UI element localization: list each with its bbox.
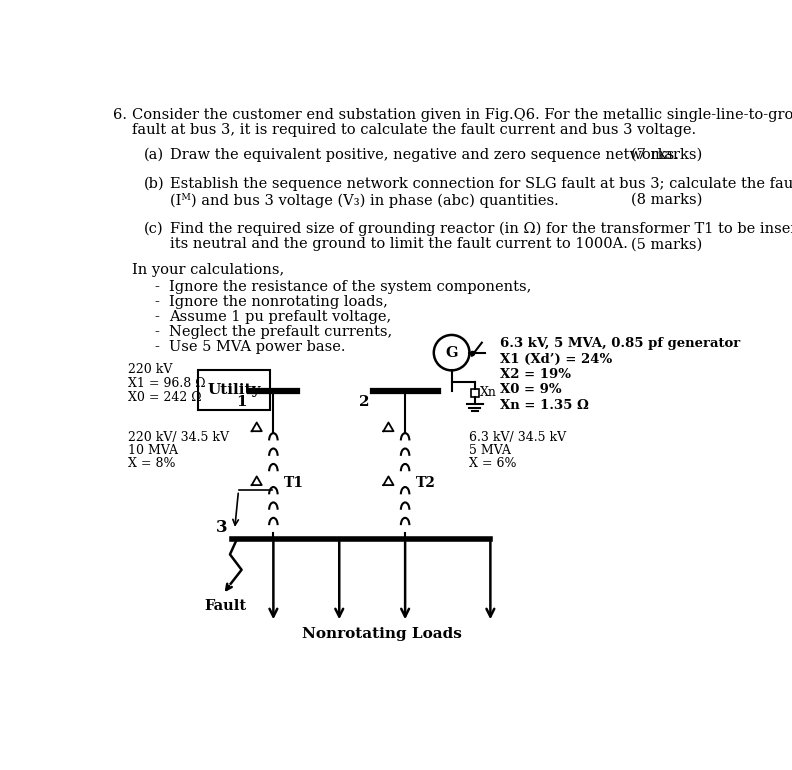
Text: Nonrotating Loads: Nonrotating Loads: [302, 627, 462, 641]
Text: Ignore the resistance of the system components,: Ignore the resistance of the system comp…: [169, 280, 531, 294]
Text: Draw the equivalent positive, negative and zero sequence networks.: Draw the equivalent positive, negative a…: [170, 148, 680, 162]
Text: 10 MVA: 10 MVA: [128, 444, 178, 457]
Text: Ignore the nonrotating loads,: Ignore the nonrotating loads,: [169, 296, 387, 310]
Text: G: G: [445, 346, 458, 360]
Text: (Iᴹ) and bus 3 voltage (V₃) in phase (abc) quantities.: (Iᴹ) and bus 3 voltage (V₃) in phase (ab…: [170, 192, 559, 207]
Text: 3: 3: [216, 519, 227, 536]
Text: X0 = 9%: X0 = 9%: [501, 383, 562, 397]
Text: -: -: [154, 280, 160, 294]
Text: X = 8%: X = 8%: [128, 457, 176, 470]
Text: fault at bus 3, it is required to calculate the fault current and bus 3 voltage.: fault at bus 3, it is required to calcul…: [131, 123, 695, 137]
Text: (5 marks): (5 marks): [630, 237, 702, 251]
Text: -: -: [154, 326, 160, 340]
Text: Neglect the prefault currents,: Neglect the prefault currents,: [169, 326, 392, 340]
Text: 6.3 kV, 5 MVA, 0.85 pf generator: 6.3 kV, 5 MVA, 0.85 pf generator: [501, 337, 741, 350]
Text: (b): (b): [144, 177, 165, 191]
Text: (c): (c): [144, 222, 164, 236]
Text: Establish the sequence network connection for SLG fault at bus 3; calculate the : Establish the sequence network connectio…: [170, 177, 792, 191]
Text: X2 = 19%: X2 = 19%: [501, 368, 572, 381]
Text: -: -: [154, 310, 160, 324]
Text: 220 kV: 220 kV: [128, 363, 173, 376]
Text: (a): (a): [144, 148, 164, 162]
Text: 6.: 6.: [113, 108, 127, 122]
Text: Consider the customer end substation given in Fig.Q6. For the metallic single-li: Consider the customer end substation giv…: [131, 108, 792, 122]
Text: 6.3 kV/ 34.5 kV: 6.3 kV/ 34.5 kV: [470, 431, 566, 444]
Text: 220 kV/ 34.5 kV: 220 kV/ 34.5 kV: [128, 431, 230, 444]
Text: Use 5 MVA power base.: Use 5 MVA power base.: [169, 340, 345, 354]
Text: T2: T2: [416, 476, 436, 490]
Text: (7 marks): (7 marks): [630, 148, 702, 162]
Text: X0 = 242 Ω: X0 = 242 Ω: [128, 391, 202, 403]
Text: its neutral and the ground to limit the fault current to 1000A.: its neutral and the ground to limit the …: [170, 237, 628, 251]
FancyBboxPatch shape: [198, 370, 269, 410]
Text: Utility: Utility: [208, 383, 261, 397]
Bar: [470, 389, 479, 397]
Text: In your calculations,: In your calculations,: [131, 263, 284, 277]
Text: Xn = 1.35 Ω: Xn = 1.35 Ω: [501, 399, 589, 412]
Text: 5 MVA: 5 MVA: [470, 444, 512, 457]
Text: 1: 1: [236, 395, 247, 409]
Text: Assume 1 pu prefault voltage,: Assume 1 pu prefault voltage,: [169, 310, 391, 324]
Text: X = 6%: X = 6%: [470, 457, 517, 470]
Text: Find the required size of grounding reactor (in Ω) for the transformer T1 to be : Find the required size of grounding reac…: [170, 222, 792, 236]
Text: X1 = 96.8 Ω: X1 = 96.8 Ω: [128, 377, 206, 390]
Text: 2: 2: [359, 395, 370, 409]
Text: -: -: [154, 296, 160, 310]
Text: -: -: [154, 340, 160, 354]
Text: T1: T1: [284, 476, 304, 490]
Text: Xn: Xn: [480, 387, 497, 399]
Text: (8 marks): (8 marks): [630, 192, 702, 206]
Text: Fault: Fault: [204, 599, 246, 613]
Text: X1 (Xd’) = 24%: X1 (Xd’) = 24%: [501, 353, 613, 366]
